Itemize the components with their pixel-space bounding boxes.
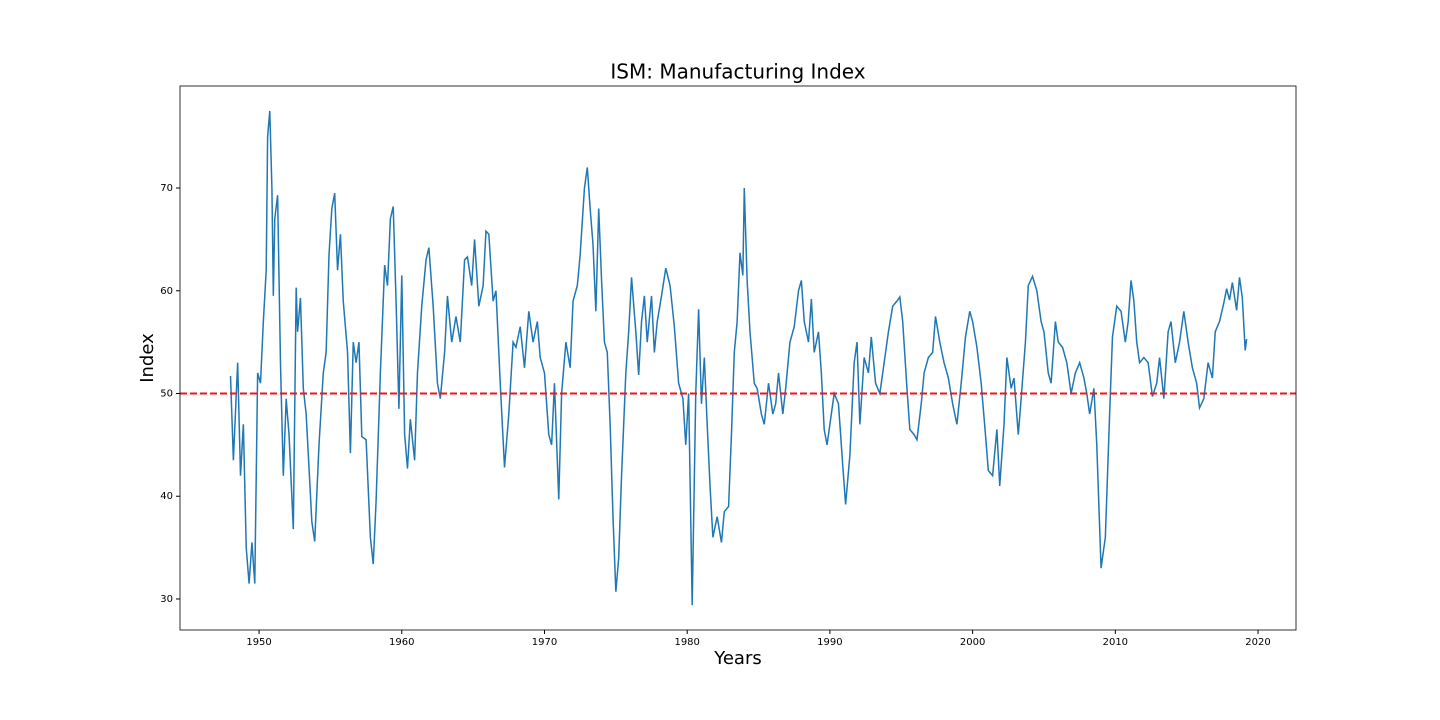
y-tick-label: 50 <box>160 388 173 399</box>
x-tick-label: 1950 <box>246 637 271 648</box>
plot-frame <box>179 85 1297 631</box>
y-tick-label: 40 <box>160 491 173 502</box>
y-tick-label: 60 <box>160 286 173 297</box>
x-tick-label: 1990 <box>817 637 842 648</box>
y-axis-label: Index <box>137 333 158 383</box>
y-tick-label: 70 <box>160 183 173 194</box>
x-tick-label: 2020 <box>1245 637 1270 648</box>
y-tick-label: 30 <box>160 594 173 605</box>
x-tick-label: 2000 <box>960 637 985 648</box>
chart-title: ISM: Manufacturing Index <box>610 60 865 84</box>
data-line <box>229 110 1248 606</box>
x-tick-label: 2010 <box>1103 637 1128 648</box>
x-axis-label: Years <box>713 648 762 669</box>
x-tick-label: 1960 <box>389 637 414 648</box>
x-tick-label: 1970 <box>532 637 557 648</box>
x-tick-label: 1980 <box>674 637 699 648</box>
